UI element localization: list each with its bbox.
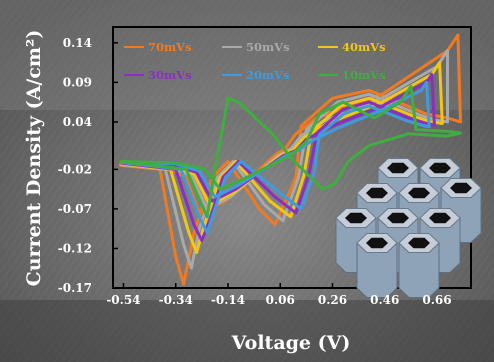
nanotube-pore (345, 212, 367, 224)
series-layer (119, 33, 462, 286)
nanotube-pore (387, 212, 409, 224)
y-tick-label: -0.17 (58, 281, 92, 295)
legend-label: 50mVs (246, 40, 290, 54)
x-tick-label: 0.66 (422, 293, 451, 307)
nanotube-pore (366, 237, 388, 249)
plot-frame (112, 26, 472, 289)
x-tick-label: 0.26 (318, 293, 347, 307)
y-tick-label: -0.02 (58, 162, 92, 176)
x-tick-label: 0.46 (370, 293, 399, 307)
legend-label: 30mVs (148, 68, 192, 82)
y-tick-label: 0.04 (63, 115, 92, 129)
nanotube-pore (366, 187, 388, 199)
y-tick-labels: 0.14 0.09 0.04 -0.02 -0.07 -0.12 -0.17 (58, 36, 92, 295)
y-tick-label: -0.07 (58, 202, 92, 216)
x-tick-label: -0.14 (211, 293, 245, 307)
nanotube-pore (387, 162, 409, 174)
nanotube-pore (429, 162, 451, 174)
nanotube-pore (450, 182, 472, 194)
y-tick-label: 0.14 (63, 36, 92, 50)
y-axis-title: Current Density (A/cm²) (23, 30, 45, 287)
nanotube-pore (429, 212, 451, 224)
x-tick-label: -0.54 (106, 293, 140, 307)
y-tick-label: -0.12 (58, 241, 92, 255)
nanotube-pore (408, 237, 430, 249)
legend-label: 40mVs (342, 40, 386, 54)
legend-label: 20mVs (246, 68, 290, 82)
legend-label: 70mVs (148, 40, 192, 54)
x-tick-label: -0.34 (159, 293, 193, 307)
x-axis-title: Voltage (V) (231, 332, 351, 354)
hexagonal-nanotube-array-illustration (335, 157, 482, 299)
y-tick-label: 0.09 (63, 75, 92, 89)
series-line-10mVs (119, 84, 462, 219)
x-tick-labels: -0.54 -0.34 -0.14 0.06 0.26 0.46 0.66 (106, 293, 451, 307)
x-tick-label: 0.06 (266, 293, 295, 307)
legend: 70mVs 50mVs 40mVs 30mVs 20mVs 10mVs (124, 40, 386, 82)
legend-label: 10mVs (342, 68, 386, 82)
nanotube-pore (408, 187, 430, 199)
